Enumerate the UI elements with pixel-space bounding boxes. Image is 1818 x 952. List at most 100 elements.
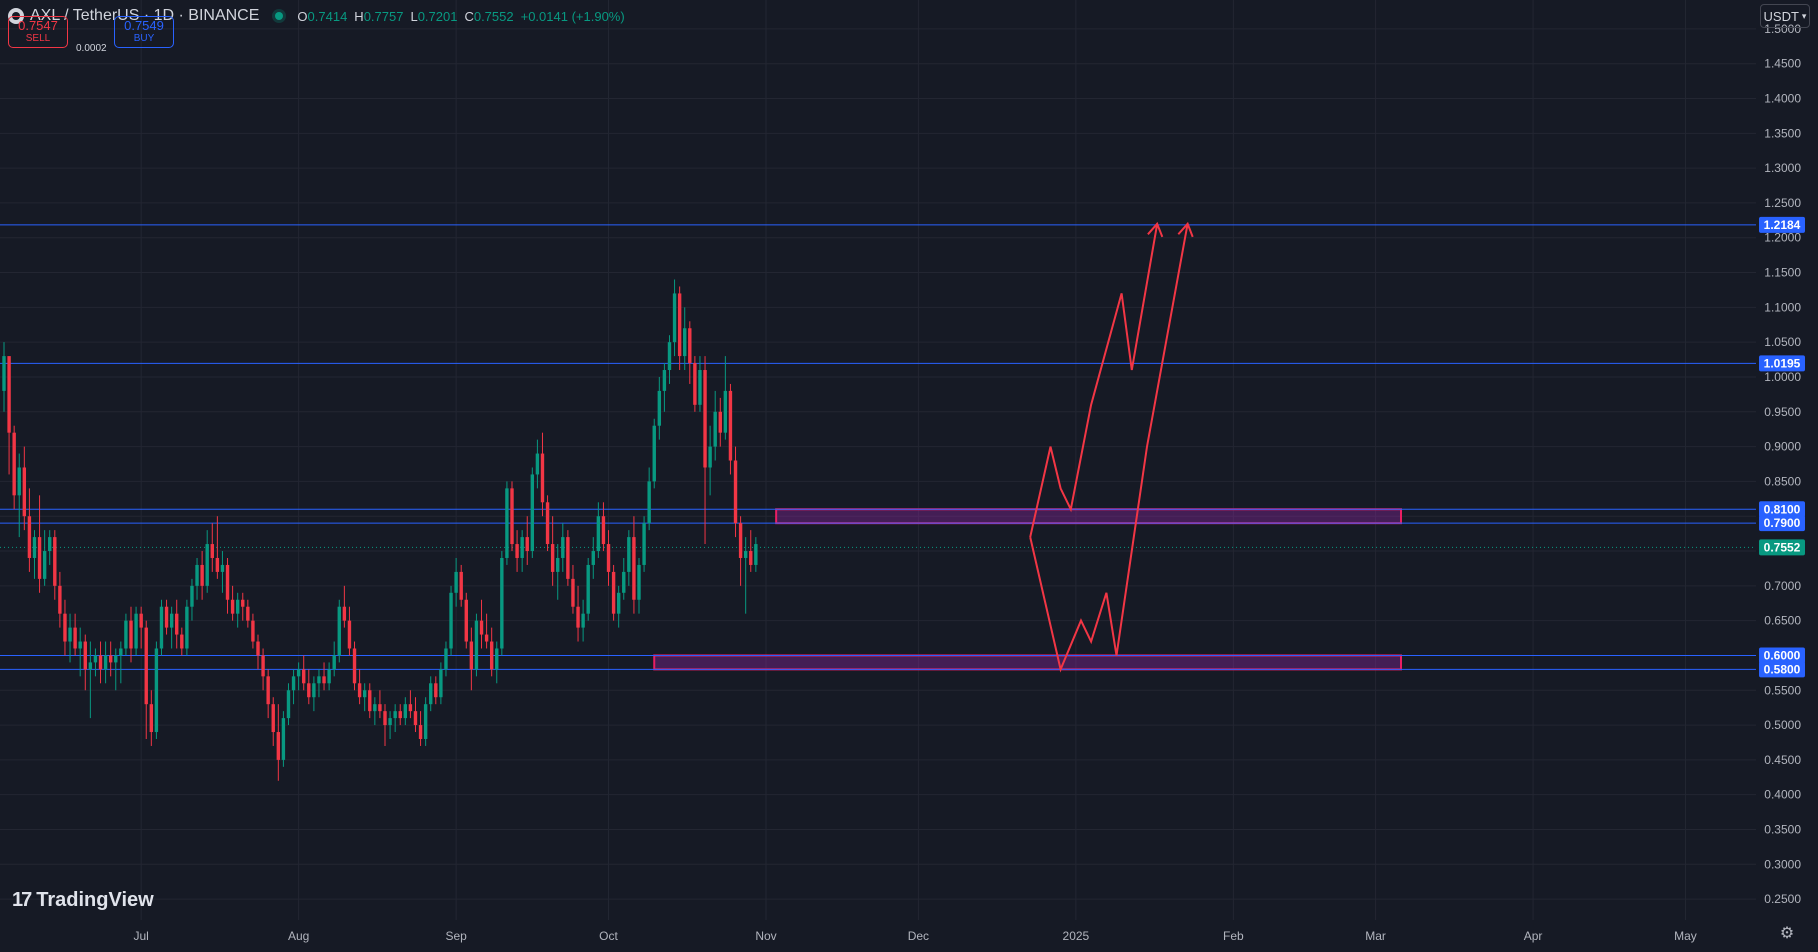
candle <box>68 613 72 663</box>
candle-body <box>383 711 387 726</box>
candle-body <box>728 390 733 461</box>
projection-path <box>1029 223 1189 673</box>
candle-body <box>27 516 32 558</box>
candle <box>185 599 189 656</box>
candle <box>373 697 377 726</box>
candle-body <box>276 732 281 760</box>
candle <box>281 711 286 767</box>
candle-body <box>68 627 72 642</box>
candle <box>601 502 606 552</box>
y-tick-label: 0.9000 <box>1764 440 1801 454</box>
symbol-title[interactable]: AXL / TetherUS · 1D · BINANCE <box>30 7 260 24</box>
candle-body <box>88 662 93 670</box>
candle <box>129 606 133 663</box>
candle-body <box>703 370 707 468</box>
candle-body <box>180 634 184 649</box>
level-price-label: 0.8100 <box>1764 502 1801 516</box>
currency-label: USDT <box>1763 8 1799 24</box>
ohlc-item: C0.7552 <box>464 9 513 24</box>
candle-body <box>139 613 143 628</box>
candle-body <box>672 293 677 343</box>
ohlc-item: H0.7757 <box>354 9 403 24</box>
candle-body <box>235 599 240 614</box>
candle-body <box>261 655 265 677</box>
x-tick-label: Dec <box>908 929 929 943</box>
candle-body <box>505 488 509 558</box>
candle-body <box>210 544 214 558</box>
candle-body <box>220 564 225 572</box>
candle-body <box>530 474 535 552</box>
candle <box>500 551 504 656</box>
ohlc-item: +0.0141 (+1.90%) <box>521 9 625 24</box>
candle <box>164 599 169 635</box>
candle-body <box>662 370 667 391</box>
candle <box>525 516 529 565</box>
candle <box>241 592 245 621</box>
candle-body <box>17 467 21 496</box>
candle <box>632 516 636 614</box>
ohlc-item: O0.7414 <box>297 9 347 24</box>
sell-button[interactable]: 0.7547 SELL <box>8 16 68 48</box>
candle-body <box>83 641 87 670</box>
candle <box>149 690 154 746</box>
candle <box>175 599 179 649</box>
candle-body <box>749 551 753 565</box>
candle-body <box>251 620 255 642</box>
candle <box>606 530 611 586</box>
candle-body <box>281 718 286 760</box>
candle <box>195 557 199 600</box>
candle <box>286 683 291 726</box>
candle <box>545 495 550 552</box>
candle-body <box>159 606 164 649</box>
candle-body <box>388 718 392 726</box>
ohlc-value: +0.0141 (+1.90%) <box>520 8 625 24</box>
candle <box>637 557 641 614</box>
candle-body <box>743 551 748 558</box>
candle-body <box>418 725 423 739</box>
y-tick-label: 0.4000 <box>1764 788 1801 802</box>
candle-body <box>611 571 616 614</box>
time-axis[interactable]: Jul Aug Sep Oct Nov Dec 2025 Feb Mar Apr May <box>133 929 1696 943</box>
candle-body <box>108 655 113 663</box>
candle-body <box>73 627 77 649</box>
candle-body <box>241 599 245 607</box>
candle-body <box>53 537 57 586</box>
support-zone <box>775 508 1402 525</box>
candle <box>291 669 296 705</box>
candle <box>307 669 311 705</box>
price-axis[interactable]: 1.5000 1.4500 1.4000 1.3500 1.3000 1.2500 1.20… <box>1759 22 1805 906</box>
candle <box>642 516 646 572</box>
tradingview-logo[interactable]: 17 TradingView <box>12 889 154 912</box>
level-price-tag <box>1759 216 1805 233</box>
candle <box>535 439 540 489</box>
buy-button[interactable]: 0.7549 BUY <box>114 16 174 48</box>
candle <box>591 537 595 579</box>
candle-body <box>474 620 479 670</box>
y-tick-label: 1.2500 <box>1764 196 1801 210</box>
currency-button[interactable]: USDT ▾ <box>1760 4 1810 28</box>
candle <box>408 690 413 719</box>
candle <box>256 634 260 670</box>
candle <box>586 557 590 621</box>
candle <box>37 495 42 593</box>
level-price-label: 0.7900 <box>1764 516 1801 530</box>
candle-body <box>373 704 377 712</box>
candle-body <box>225 564 230 600</box>
candle <box>251 613 255 649</box>
sell-price: 0.7547 <box>18 18 58 33</box>
candle <box>622 557 626 600</box>
candle-body <box>601 516 606 545</box>
candle <box>139 606 143 649</box>
gear-icon[interactable]: ⚙ <box>1779 925 1795 942</box>
candle-body <box>520 537 524 558</box>
candle-body <box>134 613 138 649</box>
candle <box>708 425 712 496</box>
candle-body <box>495 648 499 670</box>
candle <box>119 641 123 684</box>
candle-body <box>271 704 275 733</box>
candle <box>7 356 11 475</box>
candle <box>434 676 438 705</box>
candle <box>723 356 728 440</box>
candle-body <box>114 655 118 663</box>
